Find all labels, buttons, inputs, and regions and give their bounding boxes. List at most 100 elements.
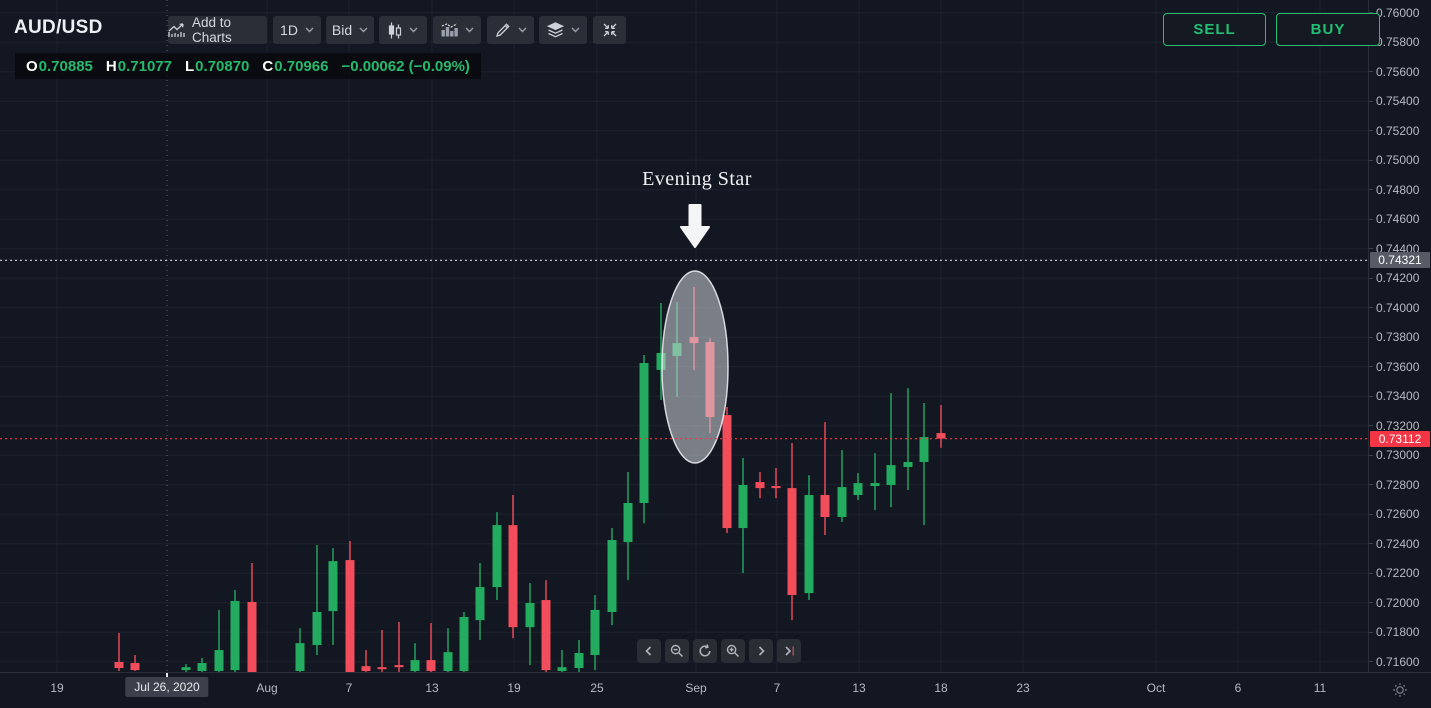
chevron-down-icon bbox=[571, 27, 579, 33]
chevron-down-icon bbox=[409, 27, 418, 33]
zoom-out-icon bbox=[670, 644, 683, 657]
price-axis-tick bbox=[1369, 543, 1373, 545]
pan-right-button[interactable] bbox=[749, 639, 773, 663]
pan-left-button[interactable] bbox=[637, 639, 661, 663]
open-label: O bbox=[26, 57, 38, 75]
time-axis-label: Sep bbox=[685, 681, 707, 695]
indicators-dropdown[interactable] bbox=[433, 16, 481, 44]
price-axis-label: 0.75800 bbox=[1376, 35, 1420, 50]
price-axis-label: 0.75000 bbox=[1376, 153, 1420, 168]
price-axis-tick bbox=[1369, 100, 1373, 102]
chevron-left-icon bbox=[645, 646, 652, 656]
axis-settings-cell[interactable] bbox=[1368, 672, 1431, 708]
price-axis-label: 0.73800 bbox=[1376, 330, 1420, 345]
price-axis-label: 0.72200 bbox=[1376, 566, 1420, 581]
interval-dropdown[interactable]: 1D bbox=[273, 16, 321, 44]
chart-nav-bar bbox=[637, 639, 801, 663]
price-axis-tick bbox=[1369, 130, 1373, 132]
time-axis-label: 19 bbox=[507, 681, 521, 695]
layers-dropdown[interactable] bbox=[539, 16, 587, 44]
price-axis-label: 0.75400 bbox=[1376, 94, 1420, 109]
time-axis-label: 13 bbox=[852, 681, 866, 695]
zoom-out-button[interactable] bbox=[665, 639, 689, 663]
interval-value: 1D bbox=[280, 22, 298, 38]
reset-view-button[interactable] bbox=[693, 639, 717, 663]
price-axis-tick bbox=[1369, 513, 1373, 515]
pencil-icon bbox=[495, 22, 511, 38]
price-axis-tick bbox=[1369, 277, 1373, 279]
price-axis-label: 0.74400 bbox=[1376, 241, 1420, 256]
price-axis-tick bbox=[1369, 366, 1373, 368]
time-axis-label: 19 bbox=[50, 681, 64, 695]
high-value: 0.71077 bbox=[117, 57, 172, 75]
add-to-charts-button[interactable]: Add to Charts bbox=[168, 15, 267, 45]
price-axis-tick bbox=[1369, 572, 1373, 574]
price-axis-label: 0.72400 bbox=[1376, 536, 1420, 551]
collapse-toolbar-button[interactable] bbox=[593, 16, 626, 44]
time-axis[interactable]: 19 Aug 7 13 19 25 Sep 7 13 18 23 Oct 6 11 Jul 26, 2020 bbox=[0, 672, 1431, 708]
crosshair-date-badge: Jul 26, 2020 bbox=[125, 677, 209, 697]
price-axis-label: 0.74800 bbox=[1376, 182, 1420, 197]
close-label: C bbox=[262, 57, 274, 75]
chart-style-dropdown[interactable] bbox=[379, 16, 427, 44]
price-axis-tick bbox=[1369, 336, 1373, 338]
chevron-down-icon bbox=[305, 27, 314, 33]
price-axis-tick bbox=[1369, 454, 1373, 456]
time-axis-label: 7 bbox=[345, 681, 353, 695]
sell-button[interactable]: SELL bbox=[1163, 13, 1266, 46]
price-axis-label: 0.71800 bbox=[1376, 625, 1420, 640]
pattern-annotation-label: Evening Star bbox=[642, 168, 752, 190]
zoom-in-icon bbox=[726, 644, 739, 657]
price-axis-tick bbox=[1369, 602, 1373, 604]
time-axis-label: 25 bbox=[590, 681, 604, 695]
price-axis[interactable]: 0.76000 0.75800 0.75600 0.75400 0.75200 0.750… bbox=[1368, 0, 1431, 672]
price-axis-tick bbox=[1369, 395, 1373, 397]
time-axis-label: 6 bbox=[1234, 681, 1242, 695]
price-axis-label: 0.75600 bbox=[1376, 64, 1420, 79]
add-to-charts-label: Add to Charts bbox=[192, 15, 232, 45]
price-axis-label: 0.74000 bbox=[1376, 300, 1420, 315]
drawing-tools-dropdown[interactable] bbox=[487, 16, 534, 44]
go-to-latest-button[interactable] bbox=[777, 639, 801, 663]
price-axis-label: 0.75200 bbox=[1376, 123, 1420, 138]
price-axis-tick bbox=[1369, 12, 1373, 14]
price-axis-label: 0.74200 bbox=[1376, 271, 1420, 286]
gear-icon[interactable] bbox=[1390, 680, 1410, 700]
zoom-in-button[interactable] bbox=[721, 639, 745, 663]
price-axis-label: 0.76000 bbox=[1376, 5, 1420, 20]
candlestick-style-icon bbox=[388, 22, 402, 39]
low-label: L bbox=[184, 57, 195, 75]
collapse-arrows-icon bbox=[602, 22, 618, 38]
price-axis-label: 0.72600 bbox=[1376, 507, 1420, 522]
price-axis-label: 0.74600 bbox=[1376, 212, 1420, 227]
price-axis-label: 0.73000 bbox=[1376, 448, 1420, 463]
time-axis-label: 11 bbox=[1313, 681, 1327, 695]
price-axis-tick bbox=[1369, 218, 1373, 220]
refresh-icon bbox=[699, 644, 711, 657]
symbol-title: AUD/USD bbox=[14, 17, 103, 38]
layers-icon bbox=[546, 22, 564, 38]
price-axis-label: 0.73400 bbox=[1376, 389, 1420, 404]
close-value: 0.70966 bbox=[274, 57, 329, 75]
price-axis-label: 0.72800 bbox=[1376, 477, 1420, 492]
price-axis-tick bbox=[1369, 661, 1373, 663]
buy-button[interactable]: BUY bbox=[1276, 13, 1380, 46]
chart-canvas[interactable] bbox=[0, 0, 1368, 672]
price-axis-tick bbox=[1369, 159, 1373, 161]
high-label: H bbox=[105, 57, 117, 75]
chevron-down-icon bbox=[518, 27, 526, 33]
price-axis-label: 0.71600 bbox=[1376, 654, 1420, 669]
low-value: 0.70870 bbox=[195, 57, 250, 75]
change-value: −0.00062 (−0.09%) bbox=[341, 57, 470, 75]
chart-growth-icon bbox=[168, 22, 185, 38]
time-axis-label: 7 bbox=[773, 681, 781, 695]
time-axis-label: 13 bbox=[425, 681, 439, 695]
price-axis-tick bbox=[1369, 307, 1373, 309]
price-axis-tick bbox=[1369, 484, 1373, 486]
price-axis-tick bbox=[1369, 631, 1373, 633]
price-source-dropdown[interactable]: Bid bbox=[326, 16, 374, 44]
chevron-down-icon bbox=[465, 27, 473, 33]
price-axis-tick bbox=[1369, 248, 1373, 250]
time-axis-label: Aug bbox=[256, 681, 278, 695]
